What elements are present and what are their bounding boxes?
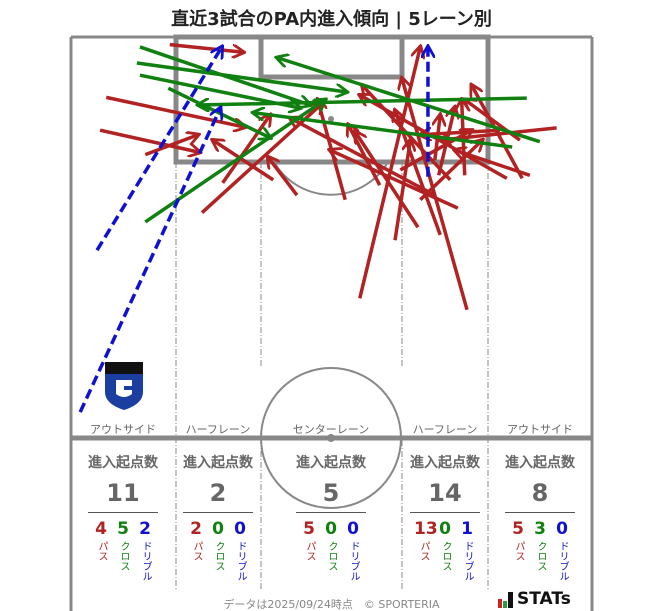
- pass-label: パス: [304, 541, 315, 561]
- pass-arrow: [419, 140, 482, 201]
- dribble-count: 0: [556, 519, 568, 539]
- pass-arrow: [169, 42, 244, 53]
- stats-logo: STATs: [498, 590, 571, 608]
- dribble-label: ドリブル: [462, 541, 473, 581]
- lane-stats-1: 進入起点数 2 2 パス 0 クロス 0 ドリブル: [168, 452, 268, 581]
- pass-arrow: [399, 130, 471, 172]
- pass-arrow: [221, 115, 270, 184]
- pass-arrow: [318, 100, 347, 201]
- lane-label-halfspace-right: ハーフレーン: [412, 423, 478, 436]
- cross-arrow: [136, 61, 347, 92]
- cross-arrow: [144, 100, 325, 224]
- lane-breakdown: 5 パス 0 クロス 0 ドリブル: [281, 519, 381, 581]
- pass-arrow: [355, 132, 420, 229]
- lane-breakdown: 2 パス 0 クロス 0 ドリブル: [168, 519, 268, 581]
- pass-count: 5: [303, 519, 315, 539]
- lane-breakdown: 13 パス 0 クロス 1 ドリブル: [395, 519, 495, 581]
- lane-header: 進入起点数: [296, 455, 366, 471]
- divider: [88, 512, 158, 513]
- lane-total: 14: [428, 479, 462, 507]
- lane-stats-3: 進入起点数 14 13 パス 0 クロス 1 ドリブル: [395, 452, 495, 581]
- dribble-arrow: [78, 108, 220, 413]
- lane-label-outside-left: アウトサイド: [90, 423, 156, 436]
- cross-label: クロス: [535, 541, 546, 571]
- dribble-label: ドリブル: [348, 541, 359, 581]
- dribble-arrow: [95, 47, 222, 252]
- pass-count: 5: [512, 519, 524, 539]
- dribble-label: ドリブル: [140, 541, 151, 581]
- divider: [505, 512, 575, 513]
- cross-count: 3: [534, 519, 546, 539]
- pass-count: 4: [95, 519, 107, 539]
- pass-label: パス: [96, 541, 107, 561]
- dribble-count: 0: [234, 519, 246, 539]
- cross-label: クロス: [213, 541, 224, 571]
- pass-arrow: [213, 140, 275, 182]
- arrow-layer: [78, 42, 557, 413]
- lane-header: 進入起点数: [505, 455, 575, 471]
- cross-label: クロス: [326, 541, 337, 571]
- lane-label-outside-right: アウトサイド: [507, 423, 573, 436]
- dribble-label: ドリブル: [557, 541, 568, 581]
- cross-arrow: [198, 96, 527, 105]
- lane-header: 進入起点数: [88, 455, 158, 471]
- lane-header: 進入起点数: [183, 455, 253, 471]
- pass-label: パス: [418, 541, 429, 561]
- lane-breakdown: 5 パス 3 クロス 0 ドリブル: [490, 519, 590, 581]
- club-crest: [105, 362, 143, 410]
- dribble-count: 2: [139, 519, 151, 539]
- cross-arrow: [253, 113, 513, 149]
- cross-count: 0: [439, 519, 451, 539]
- cross-count: 0: [325, 519, 337, 539]
- pass-arrow: [144, 135, 198, 157]
- chart-title: 直近3試合のPA内進入傾向 | 5レーン別: [171, 9, 492, 30]
- cross-count: 5: [117, 519, 129, 539]
- lane-total: 2: [209, 479, 227, 507]
- pass-count: 2: [190, 519, 202, 539]
- stats-bars-icon: [498, 592, 513, 608]
- pass-label: パス: [513, 541, 524, 561]
- pass-arrow: [105, 95, 245, 127]
- pass-arrow: [330, 150, 459, 210]
- pass-count: 13: [414, 519, 438, 539]
- pass-label: パス: [191, 541, 202, 561]
- cross-count: 0: [212, 519, 224, 539]
- lane-stats-2: 進入起点数 5 5 パス 0 クロス 0 ドリブル: [281, 452, 381, 581]
- footer-credit: データは2025/09/24時点 © SPORTERIA: [223, 598, 440, 611]
- pass-arrow: [455, 150, 531, 177]
- lane-total: 8: [531, 479, 549, 507]
- lane-stats-0: 進入起点数 11 4 パス 5 クロス 2 ドリブル: [73, 452, 173, 581]
- lane-total: 11: [106, 479, 140, 507]
- cross-arrow: [277, 58, 541, 144]
- pass-arrow: [268, 157, 299, 197]
- pass-arrow: [436, 107, 455, 176]
- pass-arrow: [348, 125, 382, 187]
- cross-label: クロス: [440, 541, 451, 571]
- divider: [183, 512, 253, 513]
- cross-label: クロス: [118, 541, 129, 571]
- dribble-count: 1: [461, 519, 473, 539]
- pass-arrow: [99, 128, 200, 152]
- pass-arrow: [393, 140, 410, 241]
- divider: [296, 512, 366, 513]
- pass-arrow: [290, 118, 436, 197]
- lane-breakdown: 4 パス 5 クロス 2 ドリブル: [73, 519, 173, 581]
- lane-label-halfspace-left: ハーフレーン: [185, 423, 251, 436]
- lane-label-center: センターレーン: [292, 423, 370, 436]
- divider: [410, 512, 480, 513]
- dribble-count: 0: [347, 519, 359, 539]
- lane-header: 進入起点数: [410, 455, 480, 471]
- lane-stats-4: 進入起点数 8 5 パス 3 クロス 0 ドリブル: [490, 452, 590, 581]
- lane-total: 5: [322, 479, 340, 507]
- dribble-label: ドリブル: [235, 541, 246, 581]
- stats-brand-text: STATs: [517, 589, 571, 609]
